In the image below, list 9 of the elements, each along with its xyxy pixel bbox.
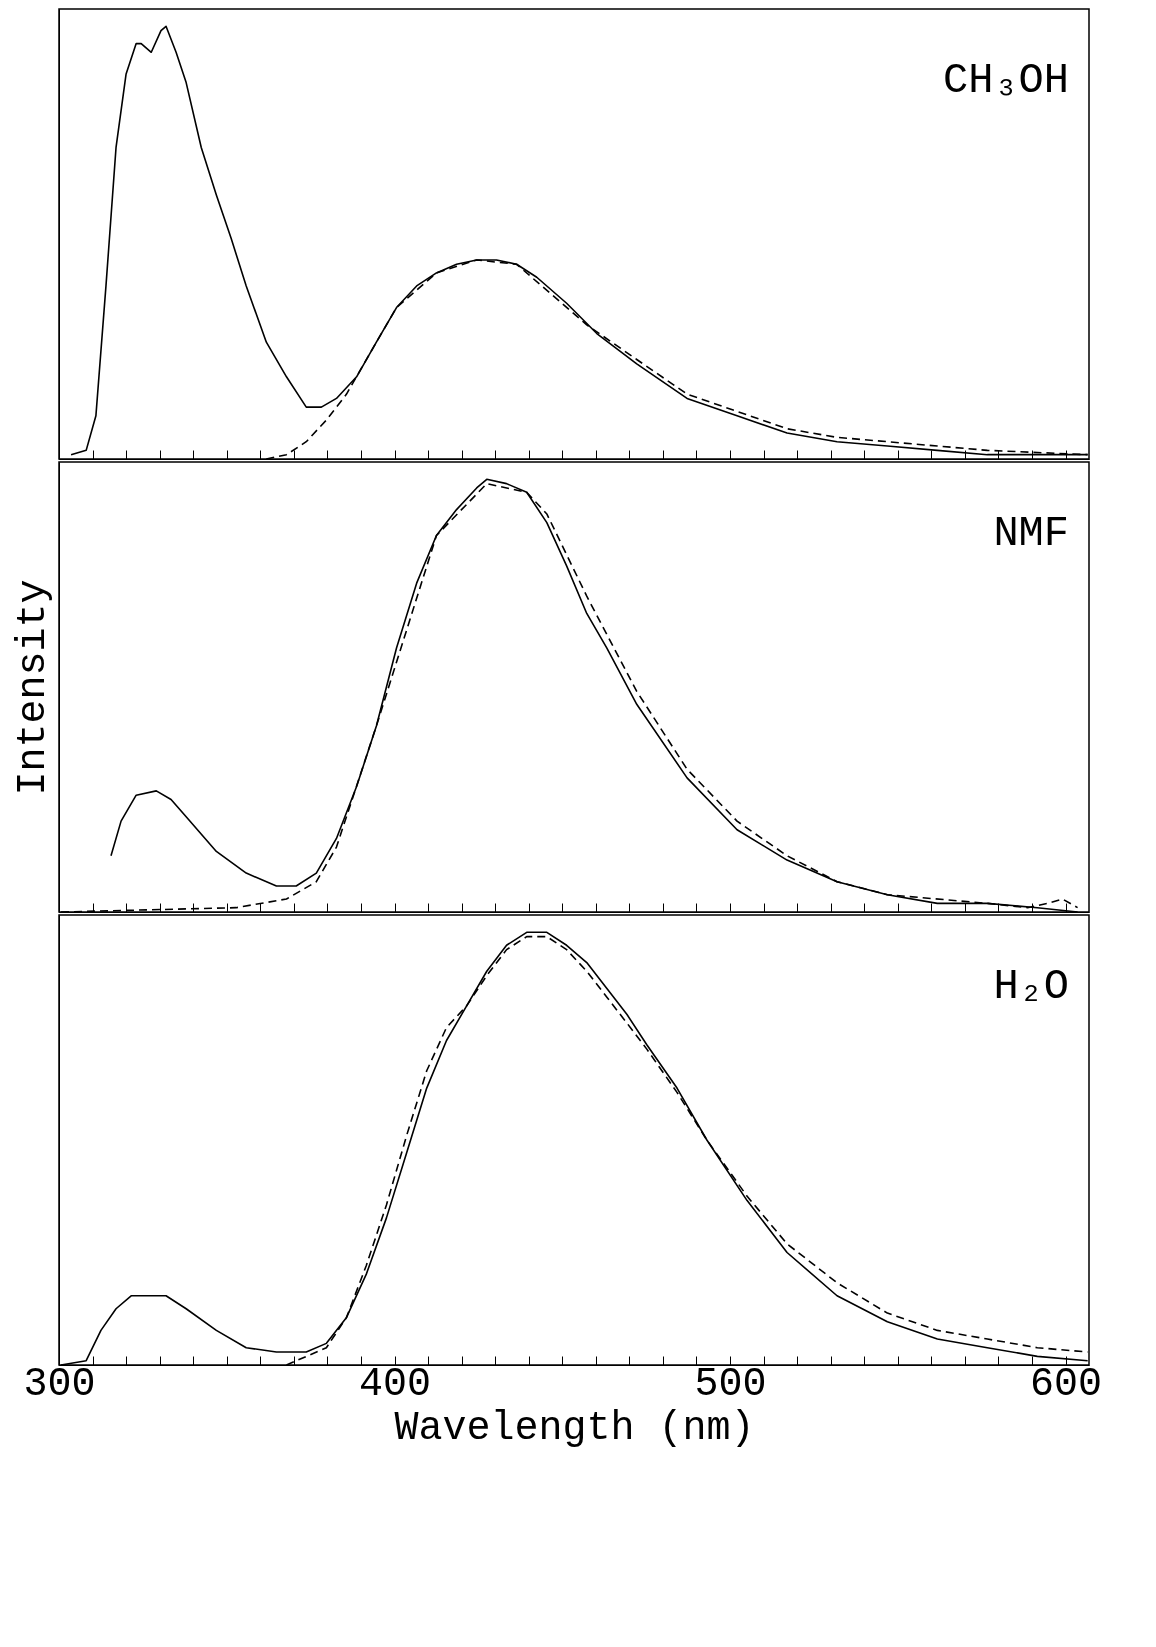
annotation: H₂O bbox=[993, 963, 1069, 1011]
x-tick-label: 400 bbox=[359, 1361, 432, 1407]
x-axis-title: Wavelength (nm) bbox=[394, 1405, 755, 1451]
x-tick-label: 600 bbox=[1030, 1361, 1103, 1407]
annotation: NMF bbox=[993, 510, 1069, 558]
y-axis-title: Intensity bbox=[10, 579, 56, 796]
x-tick-label: 500 bbox=[694, 1361, 767, 1407]
annotation: CH₃OH bbox=[942, 57, 1069, 105]
x-tick-label: 300 bbox=[23, 1361, 96, 1407]
